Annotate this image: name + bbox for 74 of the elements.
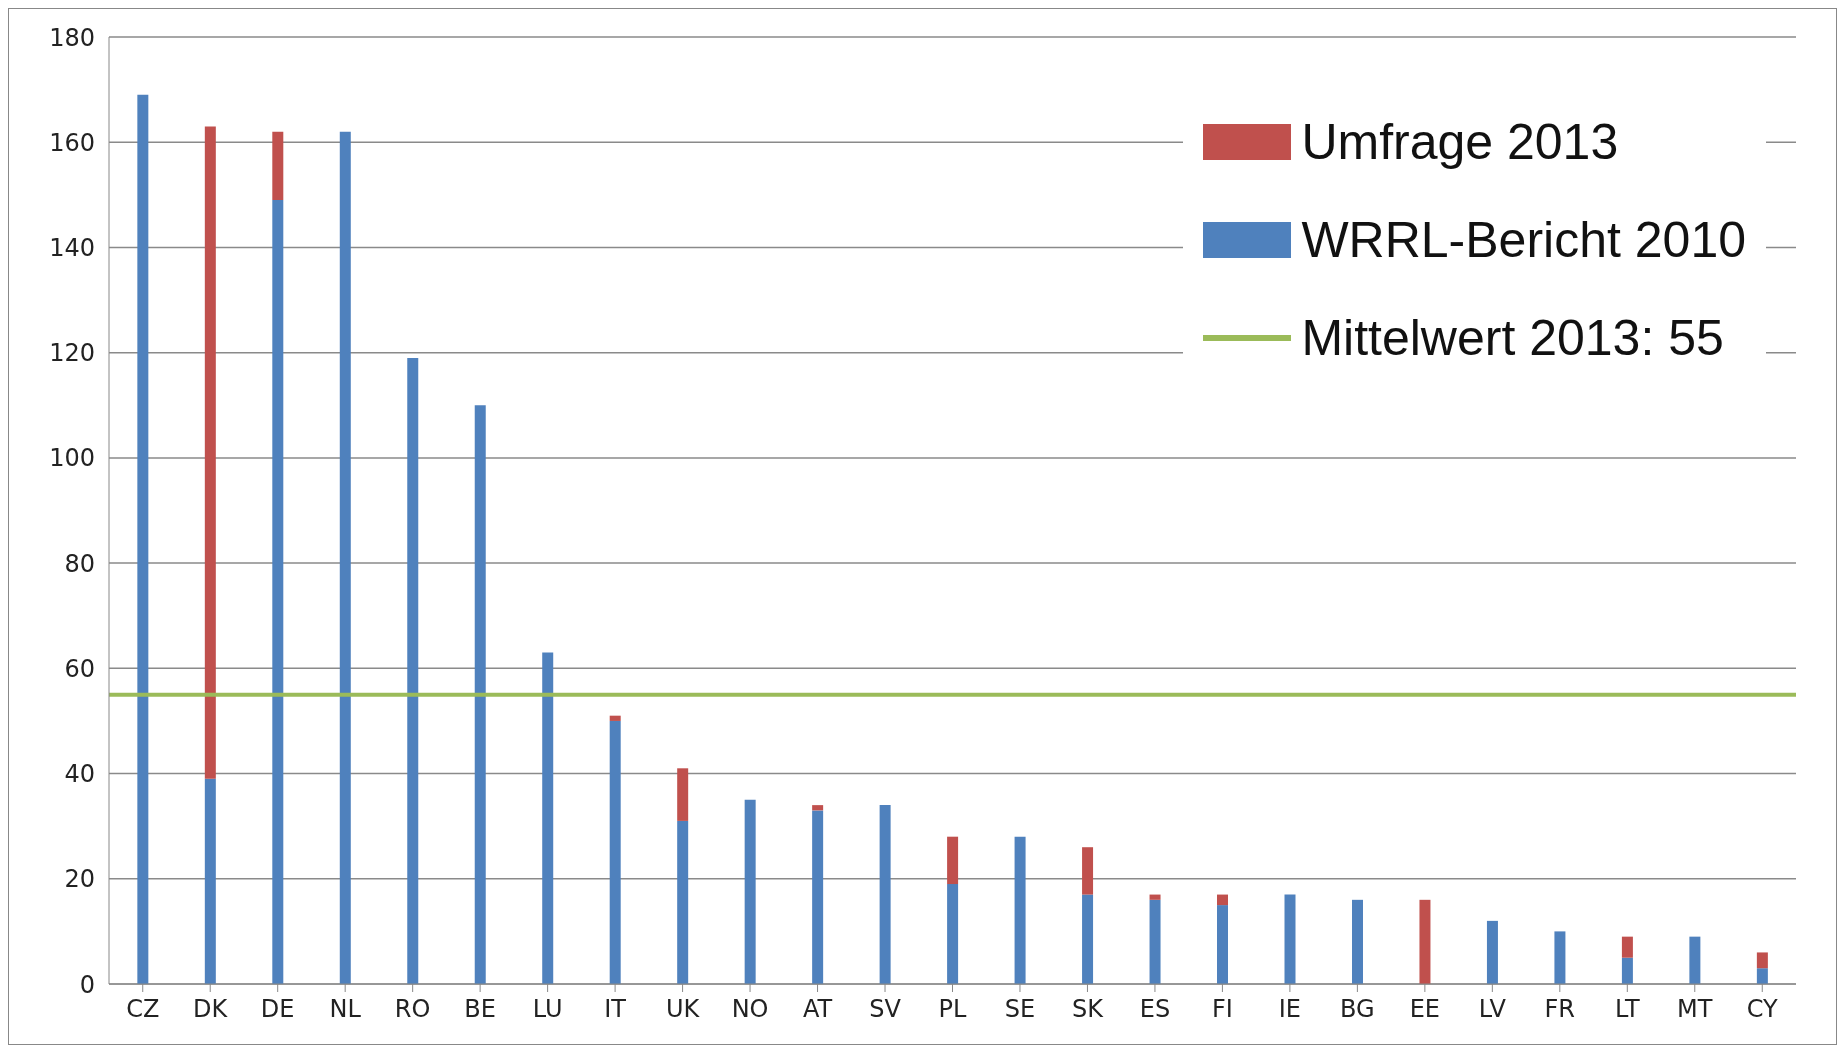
bar	[879, 805, 891, 984]
x-tick-label: RO	[394, 995, 431, 1024]
bar	[812, 805, 824, 811]
bar	[137, 94, 149, 984]
x-tick-label: NO	[731, 995, 769, 1024]
x-tick-label: SV	[869, 995, 902, 1024]
bar	[1149, 894, 1161, 900]
y-tick-label: 60	[64, 654, 95, 683]
x-tick-label: EE	[1409, 995, 1441, 1024]
bar	[1756, 968, 1768, 984]
bar	[1621, 936, 1633, 958]
bar	[272, 200, 284, 984]
legend-label: WRRL-Bericht 2010	[1301, 211, 1746, 269]
x-tick-label: BG	[1340, 995, 1375, 1024]
bar	[1284, 894, 1296, 984]
x-tick-label: MT	[1677, 995, 1713, 1024]
bar	[1014, 836, 1026, 984]
bar	[1486, 920, 1498, 984]
bar	[1217, 905, 1229, 984]
y-tick-label: 140	[49, 233, 95, 262]
x-tick-label: IE	[1278, 995, 1302, 1024]
x-tick-label: LU	[532, 995, 563, 1024]
bar	[339, 131, 351, 984]
x-tick-label: CZ	[126, 995, 160, 1024]
bar	[474, 405, 486, 984]
bar	[1419, 899, 1431, 984]
x-tick-label: ES	[1139, 995, 1171, 1024]
x-tick-label: AT	[802, 995, 833, 1024]
x-tick-label: FR	[1544, 995, 1576, 1024]
bar	[677, 820, 689, 984]
x-tick-label: DK	[193, 995, 229, 1024]
x-tick-label: FI	[1211, 995, 1233, 1024]
x-tick-label: NL	[329, 995, 362, 1024]
x-tick-label: IT	[604, 995, 627, 1024]
bar	[204, 126, 216, 779]
y-tick-label: 40	[64, 760, 95, 789]
legend-label: Mittelwert 2013: 55	[1301, 309, 1724, 367]
bar	[947, 836, 959, 885]
x-tick-label: PL	[938, 995, 968, 1024]
x-tick-label: LV	[1478, 995, 1507, 1024]
x-tick-label: DE	[260, 995, 295, 1024]
legend-label: Umfrage 2013	[1301, 113, 1619, 171]
bar	[1621, 957, 1633, 984]
x-tick-label: CY	[1746, 995, 1779, 1024]
bar	[542, 652, 554, 984]
bar	[1689, 936, 1701, 984]
bar	[744, 799, 756, 984]
y-tick-label: 180	[49, 23, 95, 52]
y-tick-label: 20	[64, 865, 95, 894]
bar	[609, 715, 621, 721]
bar	[272, 131, 284, 201]
x-tick-label: LT	[1614, 995, 1640, 1024]
bar	[947, 884, 959, 984]
bar	[677, 768, 689, 821]
bar	[407, 357, 419, 984]
bar	[1217, 894, 1229, 906]
bar	[812, 810, 824, 984]
bar	[204, 778, 216, 984]
bar	[1149, 899, 1161, 984]
x-tick-label: SK	[1071, 995, 1105, 1024]
x-tick-label: UK	[665, 995, 701, 1024]
bar	[1554, 931, 1566, 984]
y-tick-label: 100	[49, 444, 95, 473]
bar	[609, 720, 621, 984]
bar	[1351, 899, 1363, 984]
bar	[1756, 952, 1768, 969]
y-tick-label: 80	[64, 549, 95, 578]
x-tick-label: BE	[464, 995, 496, 1024]
bar	[1082, 894, 1094, 984]
y-tick-label: 160	[49, 128, 95, 157]
y-tick-label: 0	[79, 970, 95, 999]
x-tick-label: SE	[1004, 995, 1036, 1024]
y-tick-label: 120	[49, 339, 95, 368]
bar	[1082, 847, 1094, 895]
